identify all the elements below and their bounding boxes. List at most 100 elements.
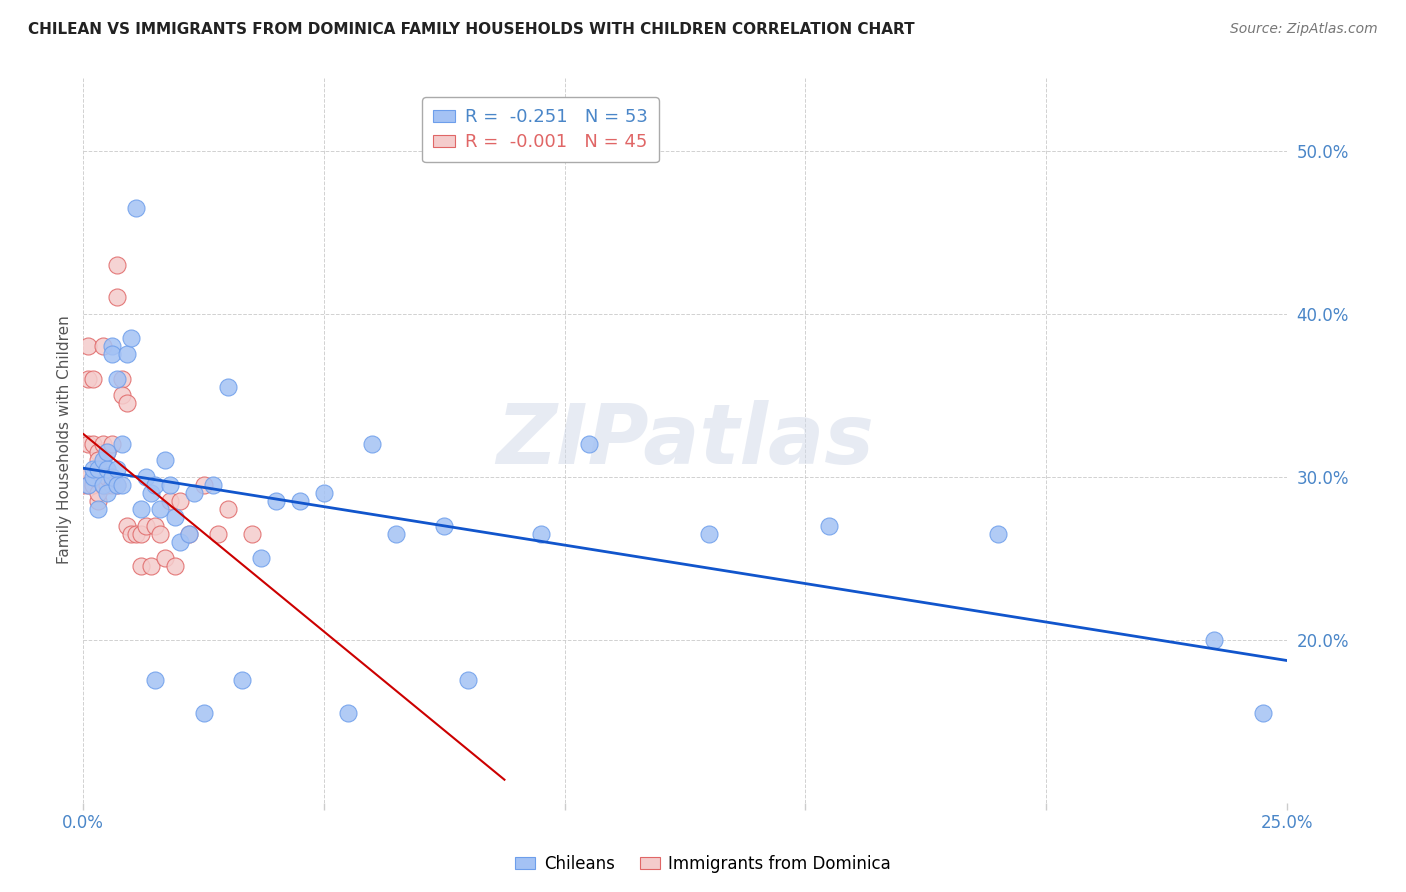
Point (87, 453, 110, 467)
Point (96, 469, 118, 483)
Point (153, 453, 176, 467)
Point (120, 331, 142, 345)
Point (193, 478, 215, 492)
Point (91, 437, 114, 451)
Point (87, 486, 110, 500)
Point (159, 494, 181, 508)
Point (125, 526, 148, 541)
Point (96, 445, 118, 459)
Point (101, 469, 124, 483)
Point (96, 486, 118, 500)
Point (91, 478, 114, 492)
Point (818, 518, 841, 533)
Point (111, 372, 134, 386)
Point (264, 494, 287, 508)
Point (105, 461, 128, 475)
Point (96, 461, 118, 475)
Point (529, 526, 551, 541)
Point (105, 478, 128, 492)
Point (217, 380, 239, 394)
Point (101, 339, 124, 353)
Point (129, 502, 152, 516)
Point (145, 478, 167, 492)
Point (91, 453, 114, 467)
Text: ZIPatlas: ZIPatlas (496, 400, 875, 481)
Point (169, 534, 191, 549)
Point (149, 502, 172, 516)
Point (337, 706, 360, 720)
Point (87, 502, 110, 516)
Point (111, 478, 134, 492)
Point (578, 437, 600, 451)
Point (217, 502, 239, 516)
Point (129, 526, 152, 541)
Point (115, 518, 138, 533)
Point (169, 494, 191, 508)
Point (77, 339, 100, 353)
Legend: R =  -0.251   N = 53, R =  -0.001   N = 45: R = -0.251 N = 53, R = -0.001 N = 45 (422, 97, 659, 162)
Point (125, 201, 148, 215)
Legend: Chileans, Immigrants from Dominica: Chileans, Immigrants from Dominica (509, 848, 897, 880)
Point (159, 478, 181, 492)
Point (105, 372, 128, 386)
Point (82, 461, 104, 475)
Point (139, 559, 162, 574)
Point (288, 494, 311, 508)
Point (82, 437, 104, 451)
Point (139, 486, 162, 500)
Point (115, 347, 138, 361)
Point (77, 372, 100, 386)
Point (145, 673, 167, 688)
Point (105, 290, 128, 304)
Point (153, 551, 176, 566)
Point (105, 478, 128, 492)
Point (101, 347, 124, 361)
Point (72, 469, 94, 483)
Point (183, 486, 205, 500)
Point (129, 559, 152, 574)
Point (202, 478, 225, 492)
Point (149, 526, 172, 541)
Point (87, 461, 110, 475)
Point (135, 469, 157, 483)
Point (82, 469, 104, 483)
Point (101, 437, 124, 451)
Point (91, 478, 114, 492)
Point (96, 445, 118, 459)
Point (179, 526, 201, 541)
Point (72, 478, 94, 492)
Point (163, 510, 186, 524)
Point (87, 494, 110, 508)
Point (77, 478, 100, 492)
Point (87, 445, 110, 459)
Point (163, 559, 186, 574)
Point (135, 518, 157, 533)
Point (231, 673, 253, 688)
Point (179, 526, 201, 541)
Point (96, 478, 118, 492)
Text: CHILEAN VS IMMIGRANTS FROM DOMINICA FAMILY HOUSEHOLDS WITH CHILDREN CORRELATION : CHILEAN VS IMMIGRANTS FROM DOMINICA FAMI… (28, 22, 915, 37)
Point (250, 551, 273, 566)
Point (987, 526, 1010, 541)
Point (82, 372, 104, 386)
Point (697, 526, 720, 541)
Point (111, 388, 134, 402)
Point (385, 526, 408, 541)
Point (361, 437, 384, 451)
Point (77, 437, 100, 451)
Point (240, 526, 263, 541)
Text: Source: ZipAtlas.com: Source: ZipAtlas.com (1230, 22, 1378, 37)
Point (193, 706, 215, 720)
Point (101, 478, 124, 492)
Point (1251, 706, 1274, 720)
Point (433, 518, 456, 533)
Point (120, 526, 142, 541)
Point (207, 526, 229, 541)
Point (111, 437, 134, 451)
Point (77, 478, 100, 492)
Point (457, 673, 479, 688)
Y-axis label: Family Households with Children: Family Households with Children (58, 316, 72, 565)
Point (145, 518, 167, 533)
Point (91, 339, 114, 353)
Point (115, 396, 138, 410)
